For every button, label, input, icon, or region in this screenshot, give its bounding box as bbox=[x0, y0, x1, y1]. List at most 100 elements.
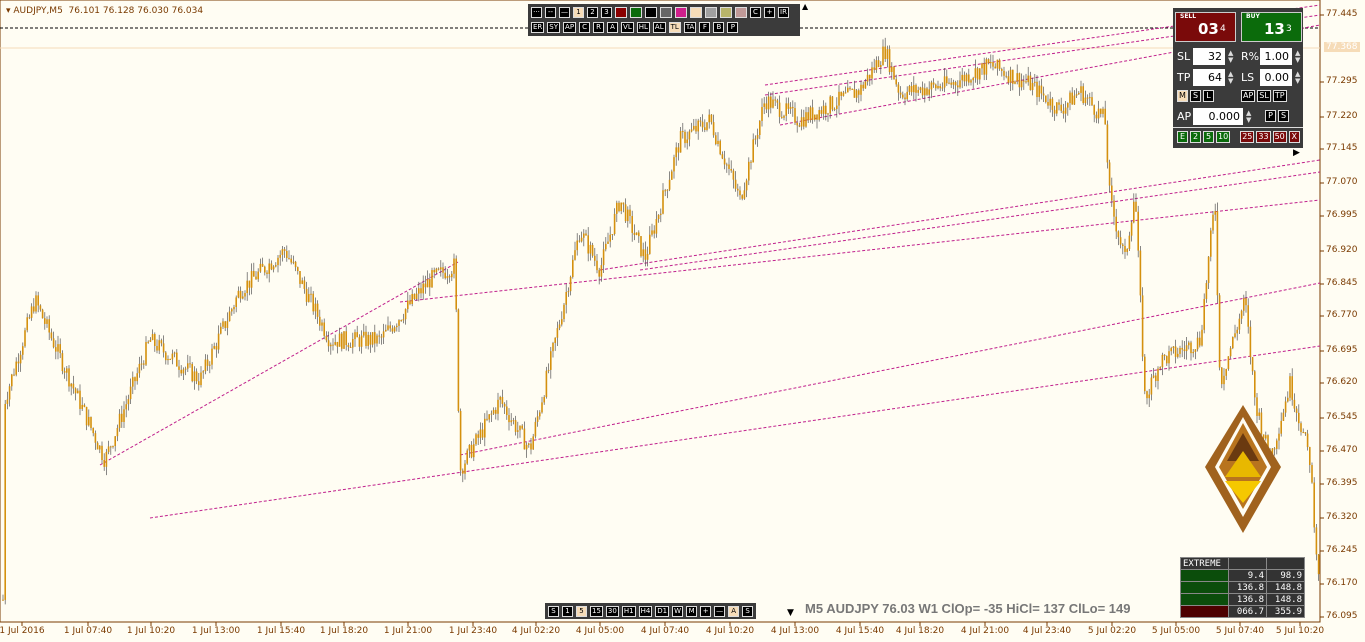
color-swatch[interactable] bbox=[645, 7, 657, 18]
draw-tool-button[interactable]: AL bbox=[652, 22, 666, 33]
ap-input[interactable]: 0.000 bbox=[1193, 108, 1243, 125]
color-swatch[interactable] bbox=[675, 7, 687, 18]
line-style-button[interactable]: -- bbox=[545, 7, 556, 18]
mode-button[interactable]: L bbox=[1203, 90, 1214, 102]
draw-tool-button[interactable]: B bbox=[713, 22, 725, 33]
timeframe-button[interactable]: H1 bbox=[621, 605, 636, 617]
ap-option-button[interactable]: SL bbox=[1257, 90, 1271, 102]
candle bbox=[455, 258, 457, 310]
timeframe-button[interactable]: W bbox=[672, 605, 684, 617]
timeframe-button[interactable]: 15 bbox=[590, 605, 603, 617]
color-swatch[interactable] bbox=[690, 7, 702, 18]
candle bbox=[46, 319, 48, 324]
trendline[interactable] bbox=[639, 171, 1321, 271]
ap-option-button[interactable]: TP bbox=[1272, 90, 1287, 102]
ap-option-button[interactable]: AP bbox=[1241, 90, 1256, 102]
draw-tool-button[interactable]: AP bbox=[563, 22, 577, 33]
draw-tool-button[interactable]: SY bbox=[547, 22, 561, 33]
trendline[interactable] bbox=[149, 345, 1321, 519]
color-swatch[interactable] bbox=[705, 7, 717, 18]
timeframe-button[interactable]: 30 bbox=[605, 605, 619, 617]
line-style-button[interactable]: — bbox=[559, 7, 570, 18]
timeframe-button[interactable]: M bbox=[686, 605, 698, 617]
draw-tool-button[interactable]: + bbox=[764, 7, 775, 18]
candle bbox=[506, 406, 508, 416]
timeframe-button[interactable]: — bbox=[714, 605, 726, 617]
color-swatch[interactable] bbox=[720, 7, 732, 18]
collapse-arrow-icon[interactable]: ▲ bbox=[802, 2, 809, 11]
draw-tool-button[interactable]: TL bbox=[668, 22, 681, 33]
close-lot-button[interactable]: 50 bbox=[1272, 131, 1287, 143]
color-swatch[interactable] bbox=[615, 7, 627, 18]
ls-spinner[interactable]: ▲ ▼ bbox=[1295, 70, 1301, 85]
timeframe-button[interactable]: S bbox=[742, 605, 754, 617]
candle bbox=[367, 334, 369, 346]
draw-tool-button[interactable]: R bbox=[593, 22, 605, 33]
line-style-button[interactable]: 3 bbox=[601, 7, 612, 18]
sl-input[interactable]: 32 bbox=[1193, 48, 1225, 65]
lot-button[interactable]: 10 bbox=[1216, 131, 1231, 143]
lot-button[interactable]: 5 bbox=[1203, 131, 1214, 143]
candle bbox=[833, 108, 836, 110]
color-swatch[interactable] bbox=[660, 7, 672, 18]
line-style-button[interactable]: ··· bbox=[531, 7, 542, 18]
candle bbox=[1029, 75, 1032, 91]
tp-input[interactable]: 64 bbox=[1193, 69, 1225, 86]
trendline[interactable] bbox=[399, 199, 1321, 303]
clear-button[interactable]: C bbox=[750, 7, 761, 18]
ps-button[interactable]: P bbox=[1265, 110, 1276, 122]
color-swatch[interactable] bbox=[735, 7, 747, 18]
extreme-value: 148.8 bbox=[1266, 593, 1305, 606]
trendline[interactable] bbox=[99, 261, 459, 466]
mode-button[interactable]: M bbox=[1177, 90, 1188, 102]
timeframe-button[interactable]: 5 bbox=[576, 605, 587, 617]
lot-button[interactable]: E bbox=[1177, 131, 1188, 143]
sl-spinner[interactable]: ▲ ▼ bbox=[1228, 49, 1234, 64]
timeframe-button[interactable]: H4 bbox=[638, 605, 653, 617]
risk-spinner[interactable]: ▲ ▼ bbox=[1295, 49, 1301, 64]
candle bbox=[1159, 367, 1161, 369]
sell-button[interactable]: SELL 03 4 bbox=[1175, 12, 1236, 42]
line-style-button[interactable]: 2 bbox=[587, 7, 598, 18]
panel-expand-arrow-icon[interactable]: ▶ bbox=[1293, 148, 1300, 158]
draw-tool-button[interactable]: VL bbox=[621, 22, 634, 33]
symbol-header: ▾ AUDJPY,M5 76.101 76.128 76.030 76.034 bbox=[6, 6, 204, 16]
timeframe-button[interactable]: + bbox=[700, 605, 712, 617]
candle bbox=[677, 147, 680, 153]
draw-tool-button[interactable]: ER bbox=[531, 22, 545, 33]
timeframe-collapse-arrow-icon[interactable]: ▼ bbox=[787, 608, 794, 618]
close-lot-button[interactable]: 25 bbox=[1240, 131, 1255, 143]
candle bbox=[939, 85, 941, 89]
time-label: 1 Jul 23:40 bbox=[448, 626, 498, 636]
lot-button[interactable]: 2 bbox=[1190, 131, 1201, 143]
mode-button[interactable]: S bbox=[1190, 90, 1201, 102]
draw-tool-button[interactable]: A bbox=[607, 22, 619, 33]
candle bbox=[233, 307, 235, 310]
close-lot-button[interactable]: X bbox=[1288, 131, 1300, 143]
timeframe-button[interactable]: S bbox=[548, 605, 559, 617]
timeframe-button[interactable]: D1 bbox=[655, 605, 670, 617]
color-swatch[interactable] bbox=[630, 7, 642, 18]
candle bbox=[1018, 73, 1021, 88]
ap-spinner[interactable]: ▲ ▼ bbox=[1246, 109, 1252, 124]
candle bbox=[1304, 432, 1307, 434]
trendline[interactable] bbox=[459, 282, 1321, 456]
ps-button[interactable]: S bbox=[1278, 110, 1289, 122]
ls-input[interactable]: 0.00 bbox=[1260, 69, 1292, 86]
tp-spinner[interactable]: ▲ ▼ bbox=[1228, 70, 1234, 85]
draw-tool-button[interactable]: TA bbox=[683, 22, 697, 33]
risk-input[interactable]: 1.00 bbox=[1260, 48, 1292, 65]
line-style-button[interactable]: 1 bbox=[573, 7, 584, 18]
candle bbox=[501, 396, 504, 404]
trendline[interactable] bbox=[599, 159, 1321, 271]
timeframe-button[interactable]: A bbox=[728, 605, 740, 617]
timeframe-button[interactable]: 1 bbox=[562, 605, 573, 617]
draw-tool-button[interactable]: HL bbox=[636, 22, 650, 33]
close-lot-button[interactable]: 33 bbox=[1256, 131, 1271, 143]
draw-tool-button[interactable]: F bbox=[699, 22, 711, 33]
buy-button[interactable]: BUY 13 3 bbox=[1241, 12, 1302, 42]
draw-tool-button[interactable]: C bbox=[579, 22, 591, 33]
draw-tool-button[interactable]: IR bbox=[778, 7, 789, 18]
draw-tool-button[interactable]: P bbox=[727, 22, 739, 33]
